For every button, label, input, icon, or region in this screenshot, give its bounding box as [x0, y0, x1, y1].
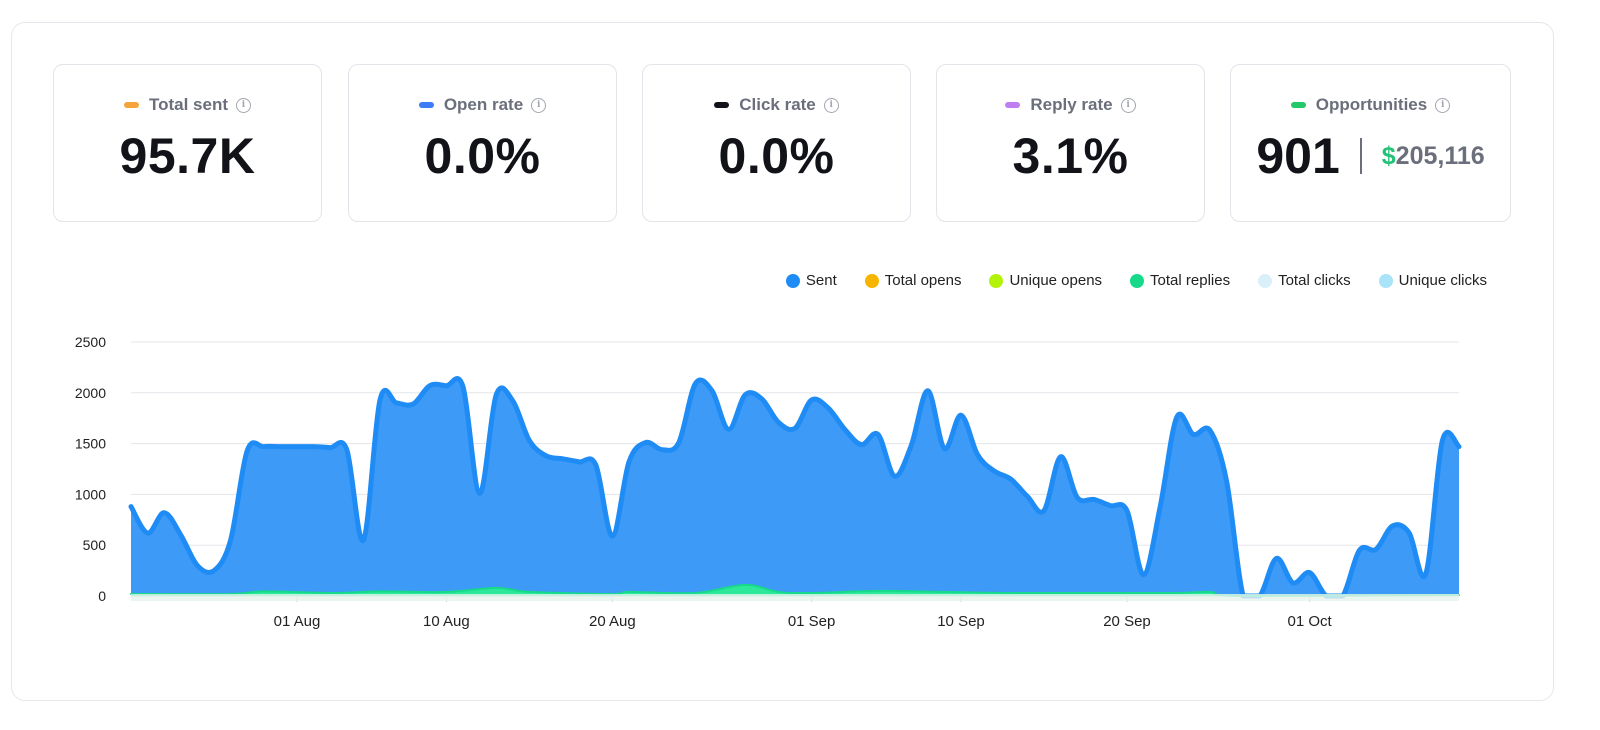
legend-item-unique-clicks[interactable]: Unique clicks — [1378, 272, 1487, 289]
legend-item-total-clicks[interactable]: Total clicks — [1258, 272, 1351, 289]
click-rate-color-dot — [714, 102, 730, 108]
x-tick-label: 01 Oct — [1288, 613, 1333, 630]
metric-label: Open rate — [443, 95, 524, 114]
x-tick-label: 01 Aug — [274, 613, 321, 630]
opportunities-count: 901 — [1256, 128, 1340, 184]
y-tick-label: 0 — [98, 588, 106, 604]
divider — [1359, 138, 1362, 174]
legend-label: Unique clicks — [1398, 272, 1487, 289]
currency-symbol: $ — [1381, 141, 1396, 170]
info-icon[interactable]: i — [531, 97, 547, 113]
legend-label: Unique opens — [1009, 272, 1103, 289]
metric-value: 0.0% — [718, 128, 835, 184]
open-rate-color-dot — [418, 102, 434, 108]
legend-swatch — [1258, 273, 1273, 288]
metric-value: 95.7K — [119, 128, 256, 184]
y-tick-label: 1000 — [75, 486, 106, 502]
metric-cards: Total sent i 95.7K Open rate i 0.0% Clic… — [53, 64, 1513, 222]
x-tick-label: 10 Sep — [937, 613, 985, 630]
y-tick-label: 2500 — [75, 334, 106, 350]
total-replies-line — [130, 583, 1460, 597]
sent-area-chart: 0 500 1000 1500 2000 2500 01 Aug 10 Aug 20 Aug 01… — [75, 334, 1462, 630]
y-tick-label: 500 — [83, 537, 107, 553]
total-sent-color-dot — [123, 102, 139, 108]
metric-label: Opportunities — [1315, 95, 1428, 114]
metric-card-reply-rate: Reply rate i 3.1% — [936, 64, 1205, 222]
chart-legend: Sent Total opens Unique opens Total repl… — [0, 272, 1487, 289]
info-icon[interactable]: i — [236, 97, 252, 113]
y-tick-label: 2000 — [75, 385, 106, 401]
legend-item-total-opens[interactable]: Total opens — [864, 272, 962, 289]
legend-label: Total replies — [1150, 272, 1231, 289]
y-tick-label: 1500 — [75, 436, 106, 452]
info-icon[interactable]: i — [1120, 97, 1136, 113]
legend-swatch — [1378, 273, 1393, 288]
metric-label: Click rate — [739, 95, 816, 114]
legend-swatch — [989, 273, 1004, 288]
legend-label: Total clicks — [1278, 272, 1351, 289]
legend-item-total-replies[interactable]: Total replies — [1130, 272, 1230, 289]
legend-item-unique-opens[interactable]: Unique opens — [989, 272, 1102, 289]
opportunities-value: 205,116 — [1395, 141, 1485, 170]
legend-swatch — [785, 273, 800, 288]
metric-label: Reply rate — [1030, 95, 1113, 114]
metric-value: 0.0% — [424, 128, 541, 184]
sent-line — [128, 376, 1462, 599]
reply-rate-color-dot — [1005, 102, 1021, 108]
x-tick-label: 10 Aug — [423, 613, 470, 630]
metric-value: 3.1% — [1012, 128, 1129, 184]
legend-label: Sent — [805, 272, 837, 289]
baseline-band — [131, 594, 1459, 601]
x-tick-label: 20 Sep — [1103, 613, 1151, 630]
legend-label: Total opens — [884, 272, 962, 289]
legend-swatch — [864, 273, 879, 288]
info-icon[interactable]: i — [1435, 97, 1451, 113]
metric-card-open-rate: Open rate i 0.0% — [348, 64, 617, 222]
metric-label: Total sent — [148, 95, 229, 114]
x-tick-label: 01 Sep — [788, 613, 836, 630]
opportunities-color-dot — [1290, 102, 1306, 108]
x-tick-label: 20 Aug — [589, 613, 636, 630]
info-icon[interactable]: i — [823, 97, 839, 113]
legend-swatch — [1130, 273, 1145, 288]
metric-card-total-sent: Total sent i 95.7K — [53, 64, 322, 222]
sent-area — [131, 378, 1459, 596]
metric-card-opportunities: Opportunities i 901 $ 205,116 — [1230, 64, 1511, 222]
metric-card-click-rate: Click rate i 0.0% — [642, 64, 911, 222]
legend-item-sent[interactable]: Sent — [785, 272, 837, 289]
